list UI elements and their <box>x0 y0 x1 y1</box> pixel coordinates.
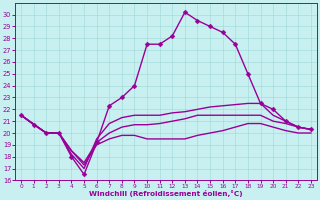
X-axis label: Windchill (Refroidissement éolien,°C): Windchill (Refroidissement éolien,°C) <box>89 190 243 197</box>
